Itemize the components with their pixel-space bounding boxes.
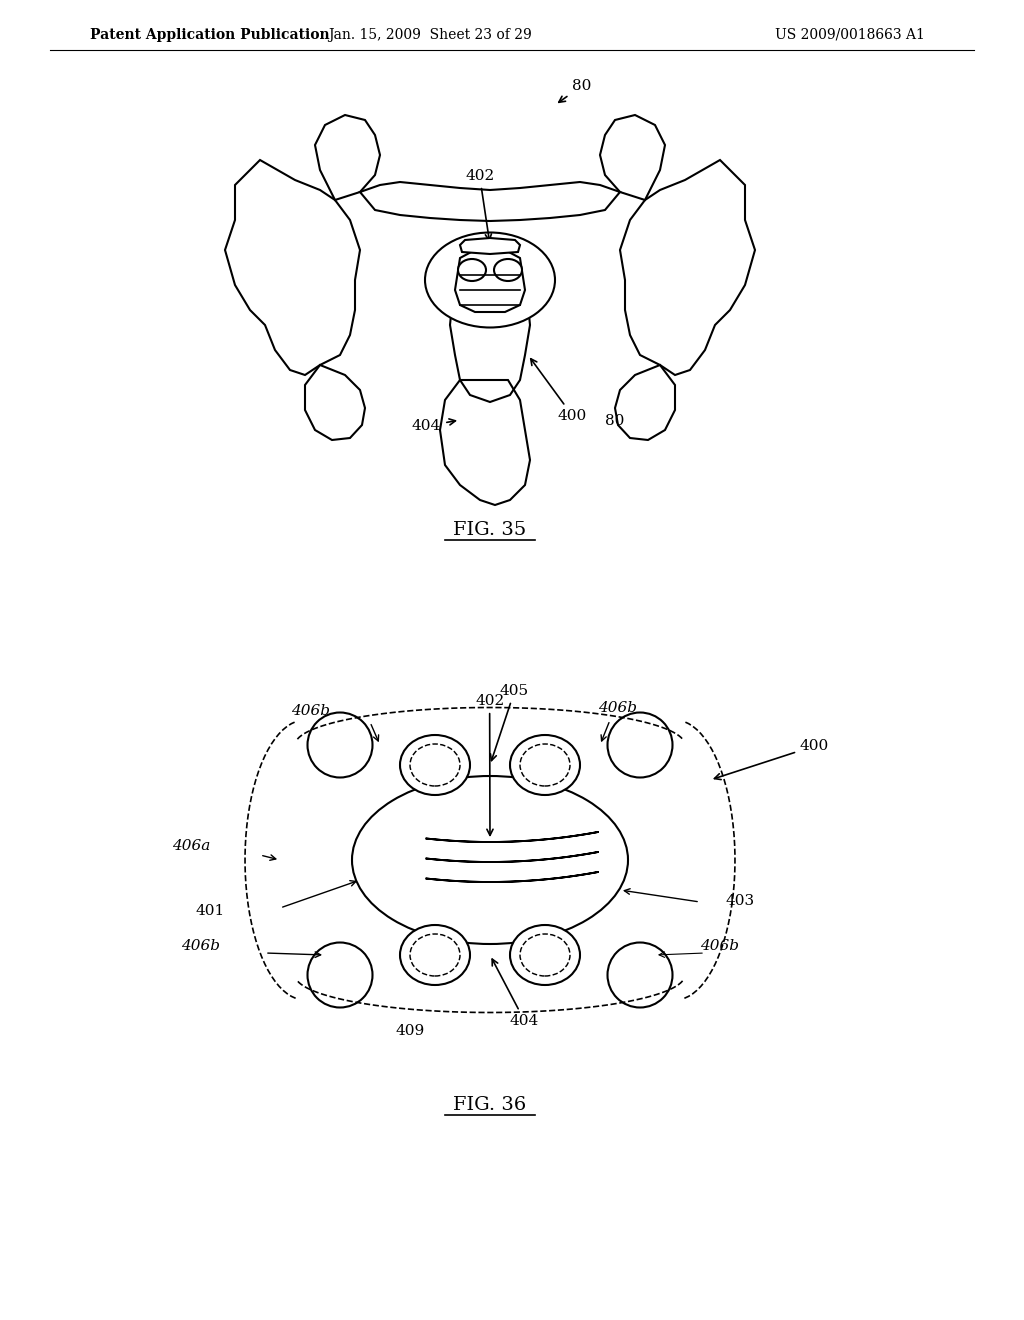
Text: 402: 402 (475, 694, 504, 836)
Ellipse shape (410, 935, 460, 975)
Text: FIG. 36: FIG. 36 (454, 1096, 526, 1114)
Text: 404: 404 (493, 960, 540, 1028)
Ellipse shape (607, 942, 673, 1007)
Polygon shape (455, 249, 525, 312)
Ellipse shape (410, 744, 460, 785)
Ellipse shape (400, 925, 470, 985)
Text: FIG. 35: FIG. 35 (454, 521, 526, 539)
Ellipse shape (607, 713, 673, 777)
Text: 80: 80 (559, 79, 592, 103)
Ellipse shape (510, 735, 580, 795)
Text: 401: 401 (196, 904, 225, 917)
Text: 406b: 406b (598, 701, 637, 715)
Polygon shape (460, 238, 520, 253)
Ellipse shape (307, 713, 373, 777)
Ellipse shape (352, 776, 628, 944)
Ellipse shape (425, 232, 555, 327)
Text: Patent Application Publication: Patent Application Publication (90, 28, 330, 42)
Ellipse shape (520, 935, 570, 975)
Text: 406b: 406b (700, 939, 739, 953)
Text: 405: 405 (490, 684, 529, 760)
Text: 400: 400 (530, 359, 587, 422)
Text: 402: 402 (465, 169, 495, 240)
Text: 409: 409 (395, 1024, 425, 1038)
Text: US 2009/0018663 A1: US 2009/0018663 A1 (775, 28, 925, 42)
Text: 406b: 406b (291, 704, 330, 718)
Text: 406a: 406a (172, 840, 210, 853)
Ellipse shape (510, 925, 580, 985)
Text: Jan. 15, 2009  Sheet 23 of 29: Jan. 15, 2009 Sheet 23 of 29 (328, 28, 531, 42)
Ellipse shape (458, 259, 486, 281)
Text: 404: 404 (412, 418, 456, 433)
Ellipse shape (494, 259, 522, 281)
Text: 80: 80 (605, 414, 625, 428)
Ellipse shape (520, 744, 570, 785)
Ellipse shape (307, 942, 373, 1007)
Text: 403: 403 (725, 894, 754, 908)
Ellipse shape (400, 735, 470, 795)
Text: 400: 400 (715, 739, 829, 780)
Text: 406b: 406b (181, 939, 220, 953)
